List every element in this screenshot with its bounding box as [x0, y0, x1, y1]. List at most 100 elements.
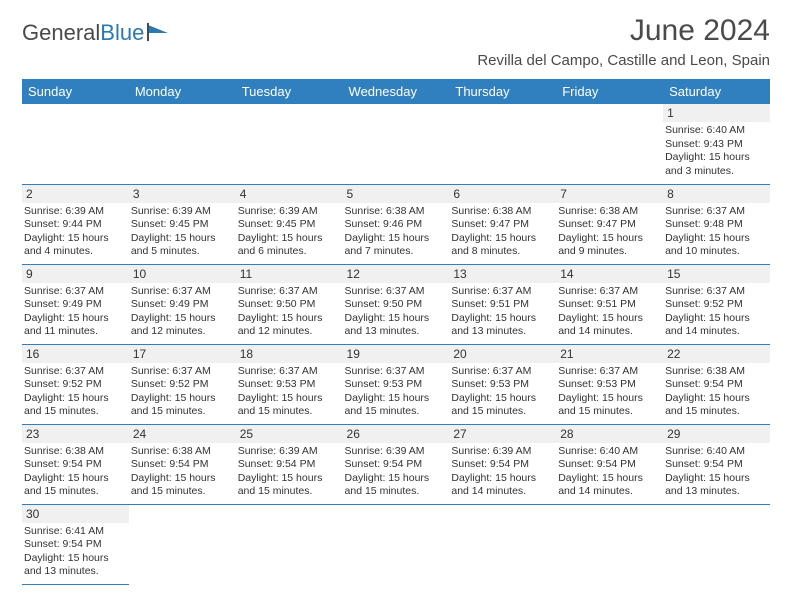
- day-info: Sunrise: 6:40 AMSunset: 9:54 PMDaylight:…: [556, 443, 663, 500]
- calendar-cell: 6 Sunrise: 6:38 AMSunset: 9:47 PMDaylight…: [449, 184, 556, 264]
- logo-text-part2: Blue: [100, 20, 144, 46]
- day-number: 8: [663, 185, 770, 203]
- day-info: Sunrise: 6:38 AMSunset: 9:54 PMDaylight:…: [22, 443, 129, 500]
- calendar-cell: 26Sunrise: 6:39 AMSunset: 9:54 PMDayligh…: [343, 424, 450, 504]
- weekday-header: Thursday: [449, 79, 556, 104]
- calendar-row: 1Sunrise: 6:40 AMSunset: 9:43 PMDaylight…: [22, 104, 770, 184]
- daylight-line: Daylight: 15 hours and 8 minutes.: [451, 232, 554, 259]
- day-info: Sunrise: 6:37 AMSunset: 9:49 PMDaylight:…: [22, 283, 129, 340]
- sunrise-line: Sunrise: 6:37 AM: [345, 285, 448, 299]
- day-info: Sunrise: 6:37 AMSunset: 9:52 PMDaylight:…: [129, 363, 236, 420]
- day-info: Sunrise: 6:37 AMSunset: 9:51 PMDaylight:…: [556, 283, 663, 340]
- logo: GeneralBlue: [22, 20, 170, 46]
- daylight-line: Daylight: 15 hours and 10 minutes.: [665, 232, 768, 259]
- day-info: Sunrise: 6:37 AMSunset: 9:51 PMDaylight:…: [449, 283, 556, 340]
- day-number: 28: [556, 425, 663, 443]
- sunset-line: Sunset: 9:54 PM: [665, 378, 768, 392]
- calendar-cell: [663, 504, 770, 584]
- calendar-cell: 8Sunrise: 6:37 AMSunset: 9:48 PMDaylight…: [663, 184, 770, 264]
- sunset-line: Sunset: 9:51 PM: [451, 298, 554, 312]
- sunrise-line: Sunrise: 6:37 AM: [131, 285, 234, 299]
- sunset-line: Sunset: 9:53 PM: [238, 378, 341, 392]
- daylight-line: Daylight: 15 hours and 15 minutes.: [451, 392, 554, 419]
- calendar-cell: 14Sunrise: 6:37 AMSunset: 9:51 PMDayligh…: [556, 264, 663, 344]
- sunset-line: Sunset: 9:50 PM: [238, 298, 341, 312]
- sunrise-line: Sunrise: 6:37 AM: [24, 365, 127, 379]
- day-number: 16: [22, 345, 129, 363]
- day-number: 10: [129, 265, 236, 283]
- calendar-cell: [236, 504, 343, 584]
- sunset-line: Sunset: 9:48 PM: [665, 218, 768, 232]
- calendar-cell: 25Sunrise: 6:39 AMSunset: 9:54 PMDayligh…: [236, 424, 343, 504]
- sunset-line: Sunset: 9:43 PM: [665, 138, 768, 152]
- day-info: Sunrise: 6:38 AMSunset: 9:47 PMDaylight:…: [556, 203, 663, 260]
- day-info: Sunrise: 6:37 AMSunset: 9:53 PMDaylight:…: [236, 363, 343, 420]
- daylight-line: Daylight: 15 hours and 15 minutes.: [345, 472, 448, 499]
- day-number: 6: [449, 185, 556, 203]
- sunrise-line: Sunrise: 6:40 AM: [665, 445, 768, 459]
- sunrise-line: Sunrise: 6:37 AM: [24, 285, 127, 299]
- sunset-line: Sunset: 9:54 PM: [131, 458, 234, 472]
- calendar-cell: 15Sunrise: 6:37 AMSunset: 9:52 PMDayligh…: [663, 264, 770, 344]
- weekday-header: Saturday: [663, 79, 770, 104]
- sunset-line: Sunset: 9:47 PM: [451, 218, 554, 232]
- day-number: 4: [236, 185, 343, 203]
- daylight-line: Daylight: 15 hours and 15 minutes.: [665, 392, 768, 419]
- day-info: Sunrise: 6:38 AMSunset: 9:54 PMDaylight:…: [663, 363, 770, 420]
- daylight-line: Daylight: 15 hours and 14 minutes.: [665, 312, 768, 339]
- calendar-cell: 21Sunrise: 6:37 AMSunset: 9:53 PMDayligh…: [556, 344, 663, 424]
- calendar-cell: [556, 504, 663, 584]
- sunset-line: Sunset: 9:54 PM: [558, 458, 661, 472]
- sunrise-line: Sunrise: 6:37 AM: [238, 365, 341, 379]
- calendar-cell: [343, 104, 450, 184]
- daylight-line: Daylight: 15 hours and 15 minutes.: [24, 472, 127, 499]
- calendar-header-row: SundayMondayTuesdayWednesdayThursdayFrid…: [22, 79, 770, 104]
- day-number: 20: [449, 345, 556, 363]
- day-number: 1: [663, 104, 770, 122]
- sunset-line: Sunset: 9:49 PM: [24, 298, 127, 312]
- sunrise-line: Sunrise: 6:38 AM: [451, 205, 554, 219]
- day-info: Sunrise: 6:40 AMSunset: 9:54 PMDaylight:…: [663, 443, 770, 500]
- calendar-cell: [22, 104, 129, 184]
- day-number: 17: [129, 345, 236, 363]
- calendar-cell: [449, 504, 556, 584]
- day-number: 11: [236, 265, 343, 283]
- calendar-cell: 27Sunrise: 6:39 AMSunset: 9:54 PMDayligh…: [449, 424, 556, 504]
- day-number: 30: [22, 505, 129, 523]
- daylight-line: Daylight: 15 hours and 15 minutes.: [558, 392, 661, 419]
- sunset-line: Sunset: 9:53 PM: [345, 378, 448, 392]
- day-number: 5: [343, 185, 450, 203]
- sunrise-line: Sunrise: 6:39 AM: [345, 445, 448, 459]
- sunset-line: Sunset: 9:54 PM: [24, 538, 127, 552]
- daylight-line: Daylight: 15 hours and 13 minutes.: [665, 472, 768, 499]
- sunset-line: Sunset: 9:52 PM: [24, 378, 127, 392]
- day-info: Sunrise: 6:38 AMSunset: 9:46 PMDaylight:…: [343, 203, 450, 260]
- day-number: 14: [556, 265, 663, 283]
- daylight-line: Daylight: 15 hours and 7 minutes.: [345, 232, 448, 259]
- sunset-line: Sunset: 9:51 PM: [558, 298, 661, 312]
- calendar-cell: [129, 504, 236, 584]
- sunset-line: Sunset: 9:53 PM: [451, 378, 554, 392]
- page-subtitle: Revilla del Campo, Castille and Leon, Sp…: [477, 52, 770, 69]
- day-number: 24: [129, 425, 236, 443]
- calendar-cell: 11Sunrise: 6:37 AMSunset: 9:50 PMDayligh…: [236, 264, 343, 344]
- sunrise-line: Sunrise: 6:39 AM: [24, 205, 127, 219]
- sunrise-line: Sunrise: 6:37 AM: [451, 365, 554, 379]
- day-number: 13: [449, 265, 556, 283]
- day-info: Sunrise: 6:37 AMSunset: 9:52 PMDaylight:…: [663, 283, 770, 340]
- daylight-line: Daylight: 15 hours and 15 minutes.: [131, 472, 234, 499]
- sunset-line: Sunset: 9:44 PM: [24, 218, 127, 232]
- calendar-cell: 12Sunrise: 6:37 AMSunset: 9:50 PMDayligh…: [343, 264, 450, 344]
- sunrise-line: Sunrise: 6:39 AM: [238, 205, 341, 219]
- sunset-line: Sunset: 9:47 PM: [558, 218, 661, 232]
- day-info: Sunrise: 6:37 AMSunset: 9:50 PMDaylight:…: [236, 283, 343, 340]
- calendar-row: 9Sunrise: 6:37 AMSunset: 9:49 PMDaylight…: [22, 264, 770, 344]
- daylight-line: Daylight: 15 hours and 15 minutes.: [131, 392, 234, 419]
- daylight-line: Daylight: 15 hours and 6 minutes.: [238, 232, 341, 259]
- calendar-cell: 29Sunrise: 6:40 AMSunset: 9:54 PMDayligh…: [663, 424, 770, 504]
- daylight-line: Daylight: 15 hours and 5 minutes.: [131, 232, 234, 259]
- daylight-line: Daylight: 15 hours and 15 minutes.: [238, 472, 341, 499]
- sunset-line: Sunset: 9:52 PM: [665, 298, 768, 312]
- sunrise-line: Sunrise: 6:40 AM: [558, 445, 661, 459]
- daylight-line: Daylight: 15 hours and 14 minutes.: [558, 312, 661, 339]
